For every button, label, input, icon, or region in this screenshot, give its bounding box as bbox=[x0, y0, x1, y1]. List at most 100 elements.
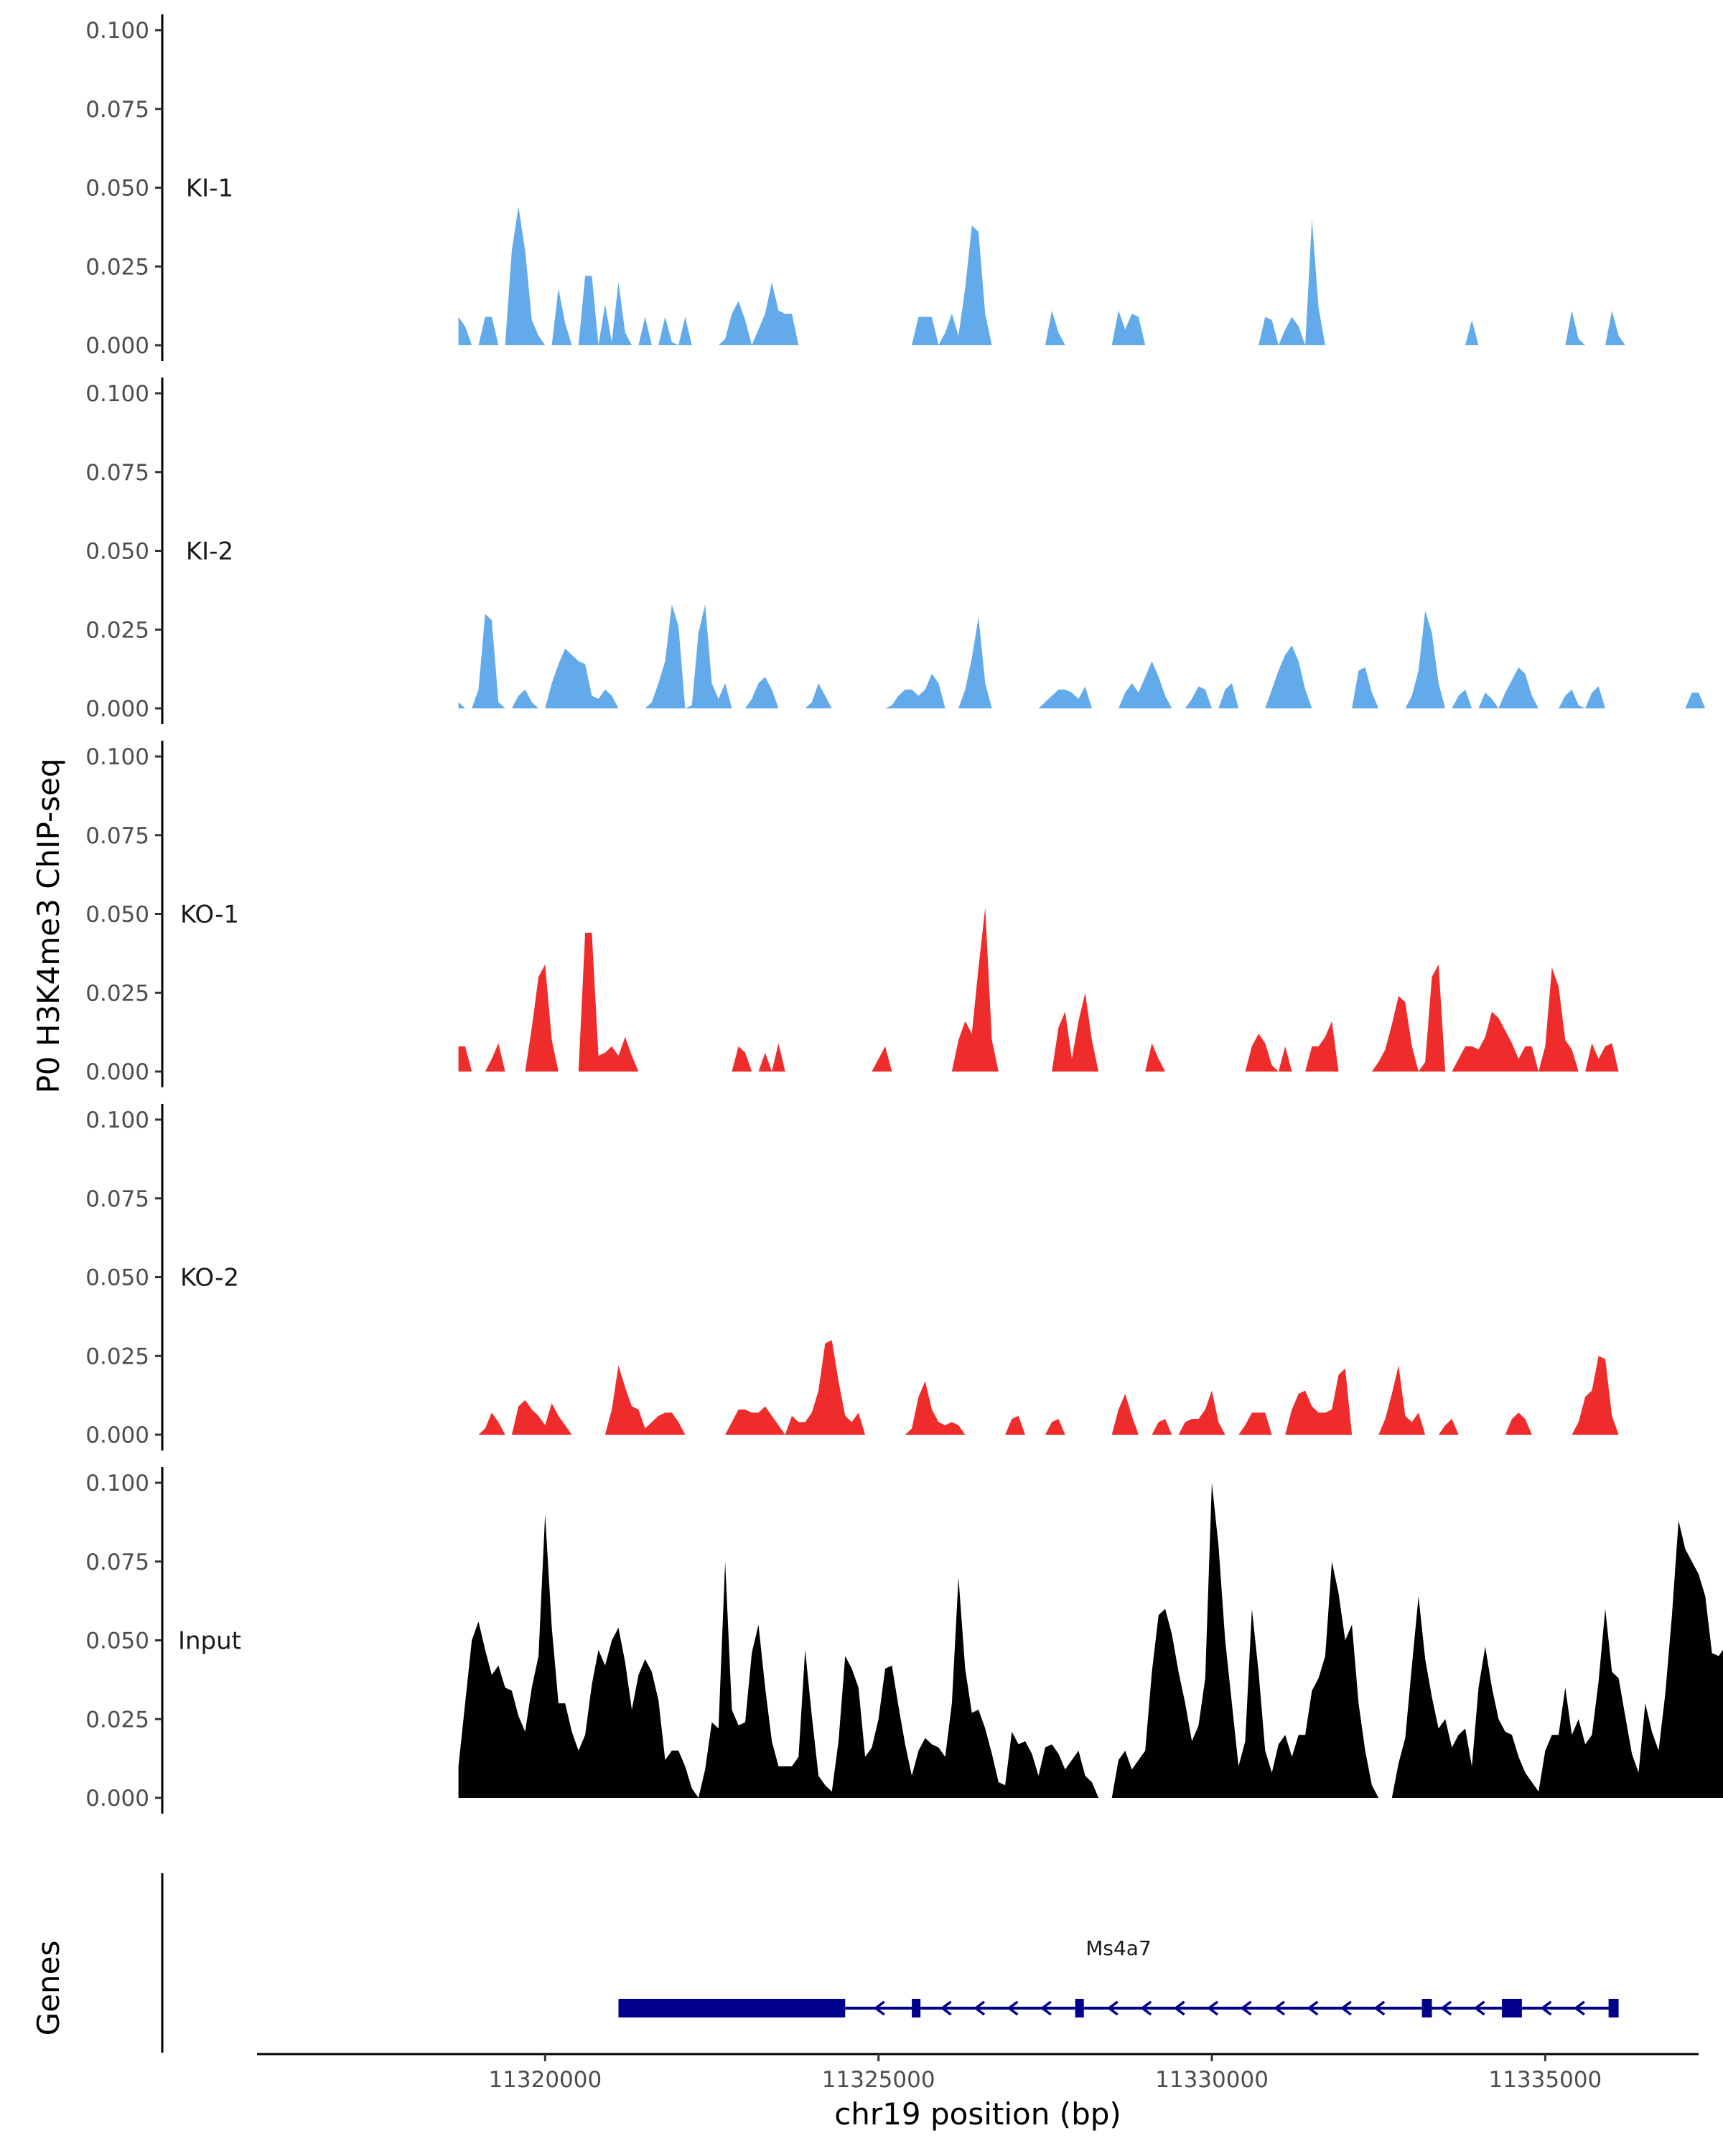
signal-peak bbox=[885, 673, 945, 708]
signal-peak bbox=[1565, 310, 1586, 345]
signal-peak bbox=[458, 1046, 472, 1072]
signal-peak bbox=[1111, 1393, 1139, 1435]
strand-arrow bbox=[1440, 2000, 1452, 2016]
gene-exon bbox=[1421, 1999, 1432, 2017]
y-tick-label: 0.100 bbox=[85, 18, 149, 44]
strand-arrow bbox=[1106, 2000, 1119, 2016]
signal-peak bbox=[1045, 310, 1065, 345]
signal-peak bbox=[1259, 317, 1279, 345]
signal-peak bbox=[1352, 667, 1379, 708]
signal-peak bbox=[805, 683, 832, 708]
gene-exon bbox=[1608, 1999, 1619, 2017]
signal-peak bbox=[1218, 683, 1239, 708]
y-tick-label: 0.075 bbox=[85, 1186, 149, 1212]
signal-peak bbox=[1285, 1368, 1353, 1435]
signal-peak bbox=[1452, 1011, 1539, 1072]
signal-peak bbox=[685, 604, 732, 708]
signal-peak bbox=[1245, 1034, 1279, 1072]
y-tick-label: 0.025 bbox=[85, 1707, 149, 1733]
genes-axis-title: Genes bbox=[31, 1941, 66, 2036]
signal-peak bbox=[1238, 1412, 1272, 1435]
track-label: KI-1 bbox=[186, 174, 233, 203]
signal-peak bbox=[785, 1340, 866, 1435]
x-tick-label: 11330000 bbox=[1155, 2067, 1269, 2093]
gene-exon bbox=[912, 1999, 921, 2017]
y-tick-label: 0.050 bbox=[85, 902, 149, 928]
signal-peak bbox=[478, 317, 499, 345]
gene-name-label: Ms4a7 bbox=[1085, 1936, 1152, 1960]
y-tick-label: 0.025 bbox=[85, 1344, 149, 1369]
track-label: KO-2 bbox=[180, 1264, 239, 1293]
signal-peak bbox=[1265, 645, 1312, 708]
signal-peak bbox=[872, 1046, 892, 1072]
signal-peak bbox=[1418, 964, 1446, 1072]
signal-peak bbox=[1119, 661, 1172, 708]
y-tick-label: 0.000 bbox=[85, 1423, 149, 1448]
signal-peak bbox=[1391, 1520, 1723, 1798]
signal-peak bbox=[772, 1043, 785, 1072]
signal-peak bbox=[1378, 1365, 1426, 1435]
gene-track: Ms4a7 bbox=[161, 1873, 1619, 2053]
y-tick-label: 0.075 bbox=[85, 823, 149, 849]
y-tick-label: 0.025 bbox=[85, 980, 149, 1006]
signal-peak bbox=[1152, 1419, 1172, 1435]
signal-peak bbox=[511, 689, 539, 708]
signal-peak bbox=[1505, 1412, 1532, 1435]
track-label: Input bbox=[178, 1627, 241, 1656]
signal-peak bbox=[1498, 667, 1539, 708]
signal-peak bbox=[1572, 1356, 1619, 1435]
signal-peak bbox=[732, 1046, 752, 1072]
signal-peak bbox=[478, 1412, 505, 1435]
signal-peak bbox=[658, 317, 679, 345]
signal-peak bbox=[1278, 317, 1306, 345]
strand-arrow bbox=[1573, 2000, 1585, 2016]
y-tick-label: 0.000 bbox=[85, 696, 149, 722]
y-tick-label: 0.075 bbox=[85, 460, 149, 486]
y-tick-label: 0.050 bbox=[85, 1628, 149, 1654]
strand-arrow bbox=[940, 2000, 952, 2016]
strand-arrow bbox=[1173, 2000, 1185, 2016]
strand-arrow bbox=[1040, 2000, 1052, 2016]
signal-peak bbox=[1111, 1483, 1379, 1798]
signal-peak bbox=[938, 225, 992, 345]
signal-peak bbox=[578, 932, 639, 1072]
signal-peak bbox=[951, 907, 999, 1072]
signal-peak bbox=[472, 614, 505, 708]
signal-peak bbox=[1045, 1419, 1065, 1435]
signal-peak bbox=[598, 282, 632, 345]
signal-peak bbox=[958, 617, 992, 708]
signal-peak bbox=[1465, 319, 1479, 345]
signal-peak bbox=[551, 289, 572, 345]
signal-peak bbox=[1111, 310, 1146, 345]
signal-peak bbox=[1185, 686, 1212, 708]
track-label: KO-1 bbox=[180, 901, 239, 929]
strand-arrow bbox=[1274, 2000, 1285, 2016]
track-ki-1: 0.000 0.025 0.050 0.075 0.100 KI-1 bbox=[85, 14, 1625, 361]
signal-peak bbox=[1145, 1043, 1165, 1072]
strand-arrow bbox=[1007, 2000, 1019, 2016]
strand-arrow bbox=[1373, 2000, 1386, 2016]
strand-arrow bbox=[1307, 2000, 1319, 2016]
signal-peak bbox=[725, 1406, 785, 1435]
signal-peak bbox=[1438, 1419, 1459, 1435]
signal-peak bbox=[485, 1043, 505, 1072]
signal-peak bbox=[1685, 693, 1706, 708]
x-tick-label: 11325000 bbox=[822, 2067, 935, 2093]
signal-peak bbox=[1005, 1415, 1025, 1435]
y-tick-label: 0.000 bbox=[85, 1059, 149, 1085]
signal-peak bbox=[745, 677, 779, 708]
x-tick-label: 11320000 bbox=[488, 2067, 602, 2093]
x-axis-title: chr19 position (bp) bbox=[834, 2096, 1121, 2132]
strand-arrow bbox=[1340, 2000, 1352, 2016]
signal-peak bbox=[698, 1561, 1099, 1798]
signal-peak bbox=[752, 282, 799, 345]
signal-peak bbox=[578, 276, 599, 345]
signal-tracks: 0.000 0.025 0.050 0.075 0.100 KI-1 0.000 0.025 0… bbox=[85, 14, 1723, 1814]
signal-peak bbox=[758, 1052, 772, 1072]
strand-arrow bbox=[1140, 2000, 1152, 2016]
signal-peak bbox=[912, 317, 939, 345]
x-axis: 11320000 11325000 11330000 11335000 bbox=[257, 2053, 1699, 2093]
track-ko-2: 0.000 0.025 0.050 0.075 0.100 KO-2 bbox=[85, 1104, 1619, 1450]
y-tick-label: 0.000 bbox=[85, 333, 149, 359]
